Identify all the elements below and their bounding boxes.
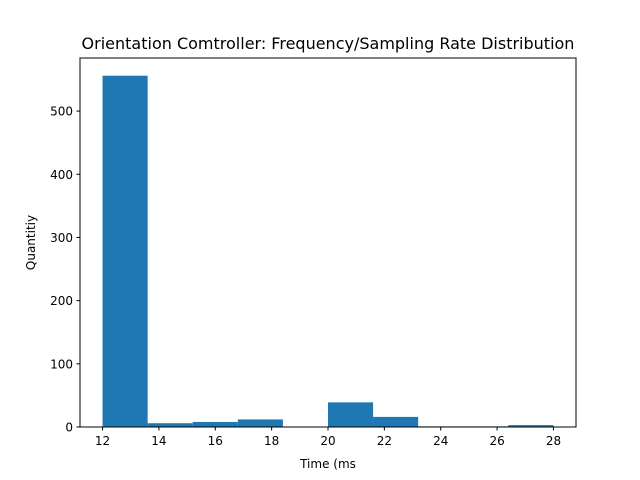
x-axis-label: Time (ms xyxy=(299,457,356,471)
x-tick-label: 26 xyxy=(489,434,504,448)
histogram-bar xyxy=(147,423,193,427)
y-tick-label: 300 xyxy=(50,231,73,245)
chart-title: Orientation Comtroller: Frequency/Sampli… xyxy=(82,34,575,53)
y-tick-label: 200 xyxy=(50,294,73,308)
x-tick-label: 12 xyxy=(95,434,110,448)
y-tick-label: 400 xyxy=(50,168,73,182)
bars-group xyxy=(102,75,554,428)
x-tick-label: 24 xyxy=(433,434,448,448)
histogram-bar xyxy=(237,419,283,427)
histogram-bar xyxy=(373,416,419,427)
y-tick-label: 0 xyxy=(65,421,73,435)
y-axis-label: Quantitiy xyxy=(24,215,38,270)
histogram-bar xyxy=(102,75,148,428)
x-tick-label: 20 xyxy=(320,434,335,448)
x-axis: 12 14 16 18 20 22 24 26 28 xyxy=(95,427,561,448)
y-tick-label: 500 xyxy=(50,105,73,119)
histogram-bar xyxy=(328,402,374,427)
y-tick-label: 100 xyxy=(50,357,73,371)
histogram-bar xyxy=(192,421,238,427)
x-tick-label: 16 xyxy=(208,434,223,448)
y-axis: 0 100 200 300 400 500 xyxy=(50,105,80,435)
x-tick-label: 18 xyxy=(264,434,279,448)
x-tick-label: 28 xyxy=(546,434,561,448)
x-tick-label: 14 xyxy=(151,434,166,448)
histogram-bar xyxy=(508,425,554,427)
x-tick-label: 22 xyxy=(377,434,392,448)
